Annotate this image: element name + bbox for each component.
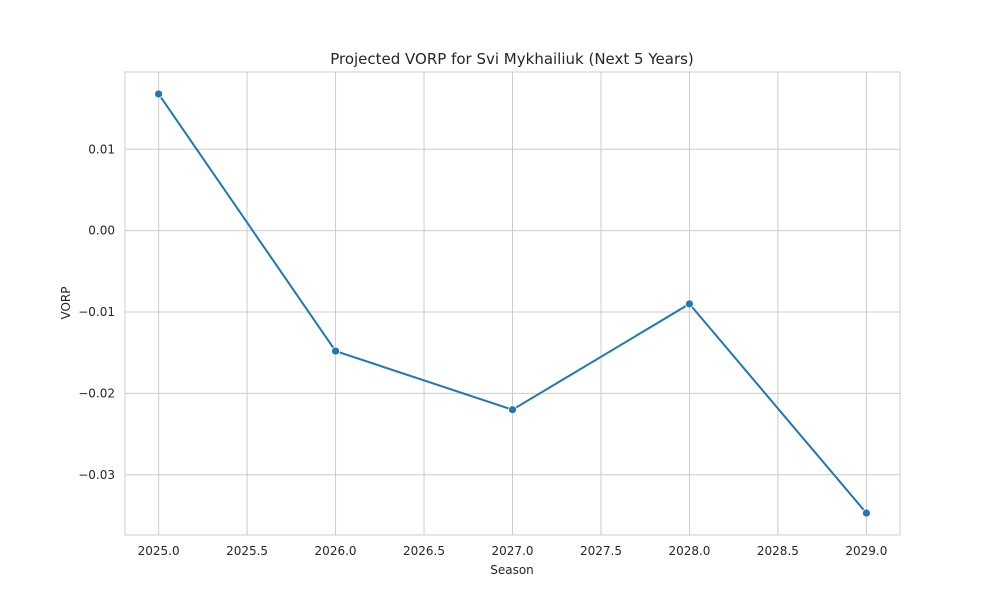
x-tick-label: 2026.0 (315, 544, 357, 558)
plot-frame (124, 71, 901, 536)
x-tick-label: 2025.5 (226, 544, 268, 558)
data-point (685, 299, 694, 309)
data-point (331, 346, 340, 356)
x-tick-label: 2027.0 (492, 544, 534, 558)
chart-title: Projected VORP for Svi Mykhailiuk (Next … (330, 50, 694, 68)
data-point (861, 508, 871, 518)
y-tick-label: 0.00 (88, 224, 115, 238)
x-tick-label: 2029.0 (845, 544, 887, 558)
grid-layer (125, 72, 900, 535)
y-axis-label: VORP (59, 286, 73, 319)
data-point (154, 89, 164, 99)
series-layer (154, 89, 871, 518)
y-tick-label: −0.01 (78, 305, 115, 319)
tick-layer: 2025.0 2025.5 2026.0 2026.5 2027.0 2027.5 2028… (78, 142, 887, 558)
data-point (508, 405, 517, 415)
y-tick-label: −0.03 (78, 468, 115, 482)
x-tick-label: 2026.5 (403, 544, 445, 558)
x-tick-label: 2025.0 (138, 544, 180, 558)
y-tick-label: −0.02 (78, 386, 115, 400)
y-tick-label: 0.01 (88, 142, 115, 156)
x-tick-label: 2028.0 (668, 544, 710, 558)
x-tick-label: 2028.5 (757, 544, 799, 558)
x-axis-label: Season (490, 563, 534, 577)
x-tick-label: 2027.5 (580, 544, 622, 558)
